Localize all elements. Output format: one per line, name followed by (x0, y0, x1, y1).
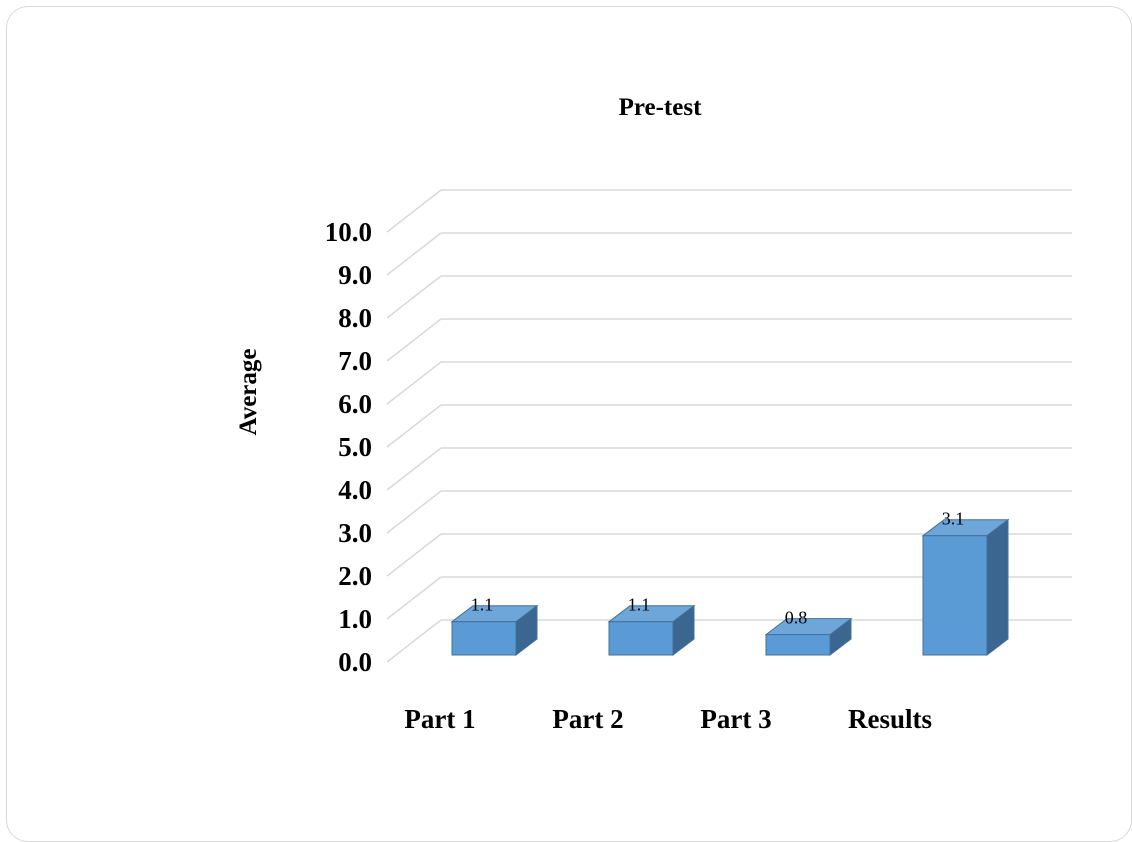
y-axis-label: Average (235, 349, 262, 436)
bar-part-3 (764, 617, 853, 657)
gridline-side (386, 619, 442, 663)
bar-front (922, 535, 988, 656)
y-tick-label: 1.0 (338, 604, 372, 634)
bars (450, 518, 1010, 657)
y-tick-label: 0.0 (338, 647, 372, 677)
category-label: Results (848, 704, 932, 734)
gridline-side (386, 189, 442, 233)
gridline-side (386, 361, 442, 405)
y-tick-label: 4.0 (338, 475, 372, 505)
gridline-side (386, 533, 442, 577)
gridline-side (386, 447, 442, 491)
bar-front (608, 621, 674, 656)
bar-front (765, 634, 831, 656)
chart-frame (6, 6, 1132, 842)
category-label: Part 2 (552, 704, 623, 734)
data-label: 1.1 (471, 595, 494, 615)
data-label: 0.8 (785, 608, 808, 628)
bar-part-1 (450, 604, 539, 657)
bar-front (451, 621, 517, 656)
category-label: Part 3 (700, 704, 771, 734)
category-labels: Part 1 Part 2 Part 3 Results (404, 704, 932, 734)
gridline-side (386, 576, 442, 620)
y-tick-label: 2.0 (338, 561, 372, 591)
gridline-side (386, 275, 442, 319)
y-tick-label: 6.0 (338, 389, 372, 419)
y-tick-labels: 0.0 1.0 2.0 3.0 4.0 5.0 6.0 7.0 8.0 9.0 10.0 (325, 217, 372, 677)
gridline-side (386, 490, 442, 534)
y-tick-label: 3.0 (338, 518, 372, 548)
y-tick-label: 5.0 (338, 432, 372, 462)
data-labels: 1.1 1.1 0.8 3.1 (471, 509, 965, 628)
category-label: Part 1 (404, 704, 475, 734)
bar-part-2 (607, 604, 696, 657)
data-label: 1.1 (628, 595, 651, 615)
y-tick-label: 8.0 (338, 303, 372, 333)
y-tick-label: 9.0 (338, 260, 372, 290)
bar-side (986, 518, 1009, 657)
gridline-side (386, 404, 442, 448)
data-label: 3.1 (942, 509, 965, 529)
bar-results (921, 518, 1010, 657)
chart-title: Pre-test (619, 94, 702, 121)
y-tick-label: 10.0 (325, 217, 372, 247)
gridline-side (386, 318, 442, 362)
y-tick-label: 7.0 (338, 346, 372, 376)
gridline-side (386, 232, 442, 276)
